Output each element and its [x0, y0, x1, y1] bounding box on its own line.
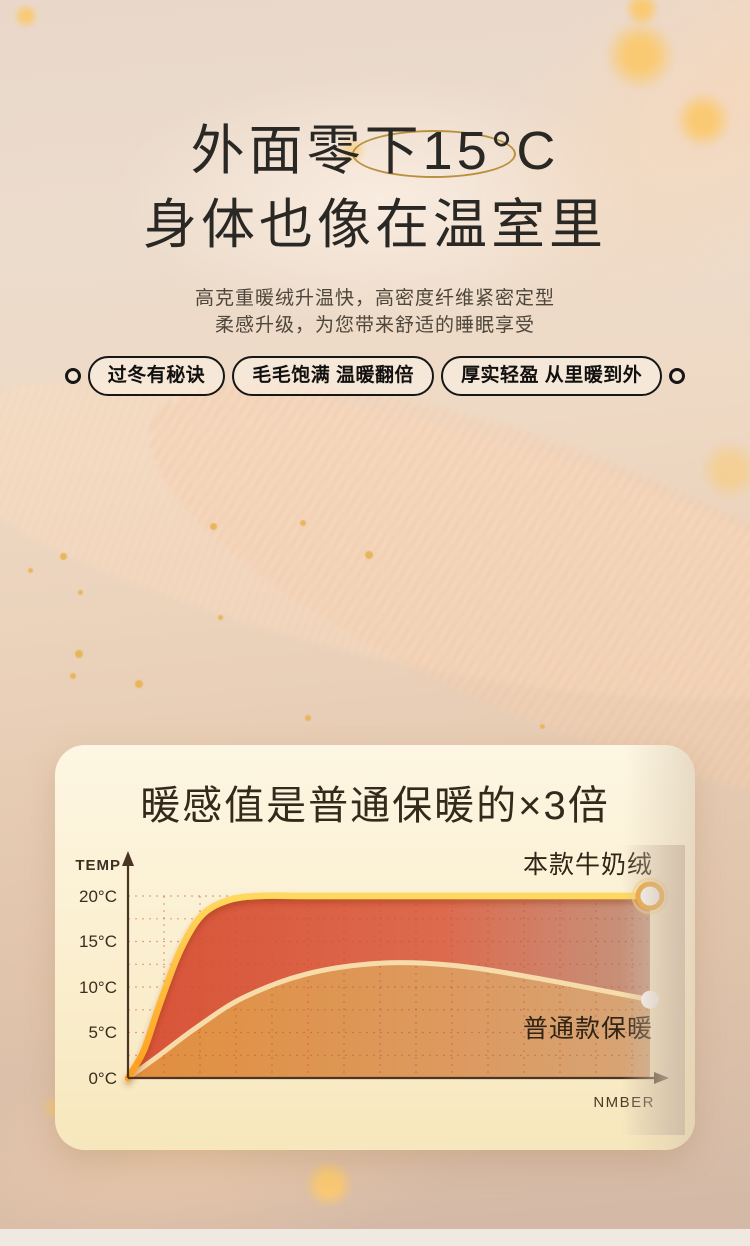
bokeh-light [305, 1160, 353, 1208]
hero-subtitle-line2: 柔感升级，为您带来舒适的睡眠享受 [214, 315, 535, 336]
gold-speck [210, 523, 217, 530]
warmth-chart-card: 暖感值是普通保暖的×3倍 [55, 745, 695, 1150]
y-axis-arrow-icon [122, 851, 134, 866]
bokeh-light [14, 4, 38, 28]
gold-speck [135, 680, 143, 688]
feature-badge: 厚实轻盈 从里暖到外 [441, 356, 663, 396]
feature-badge: 过冬有秘诀 [87, 356, 226, 396]
hero-title-line1: 外面零下15°C [190, 121, 560, 181]
chart-card-title: 暖感值是普通保暖的×3倍 [140, 784, 610, 828]
y-tick-label: 15°C [79, 932, 117, 951]
hero-subtitle-line1: 高克重暖绒升温快，高密度纤维紧密定型 [194, 288, 555, 309]
gold-speck [28, 568, 33, 573]
chart-right-fade [621, 845, 685, 1135]
bokeh-light [605, 20, 675, 90]
gold-speck [60, 553, 67, 560]
gold-speck [70, 673, 76, 679]
feature-badge: 毛毛饱满 温暖翻倍 [232, 356, 434, 396]
warmth-chart-svg: TEMP NMBER 0°C 5°C 10°C 15°C 20°C 本款牛奶绒 … [75, 845, 685, 1135]
bokeh-light [700, 440, 750, 500]
gold-speck [300, 520, 306, 526]
gold-speck [78, 590, 83, 595]
bokeh-light [625, 0, 659, 26]
gold-speck [365, 551, 373, 559]
warmth-chart: TEMP NMBER 0°C 5°C 10°C 15°C 20°C 本款牛奶绒 … [65, 845, 685, 1135]
y-tick-label: 20°C [79, 887, 117, 906]
badge-ring-left [64, 368, 81, 384]
y-axis-label: TEMP [75, 857, 121, 874]
gold-speck [75, 650, 83, 658]
y-tick-label: 0°C [88, 1069, 117, 1088]
gold-speck [540, 724, 545, 729]
y-tick-label: 10°C [79, 978, 117, 997]
hero-title-line2: 身体也像在温室里 [143, 195, 607, 255]
gold-speck [218, 615, 223, 620]
feature-badges-row: 过冬有秘诀 毛毛饱满 温暖翻倍 厚实轻盈 从里暖到外 [0, 356, 750, 396]
badge-ring-right [669, 368, 686, 384]
next-section-strip [0, 1229, 750, 1246]
y-tick-label: 5°C [88, 1023, 117, 1042]
gold-speck [305, 715, 311, 721]
